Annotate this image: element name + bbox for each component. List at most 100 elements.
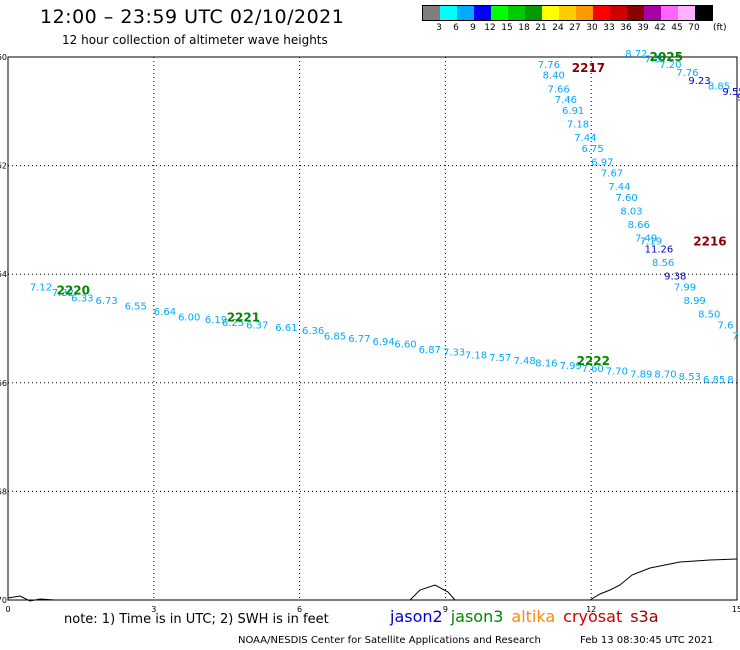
wave-height-label: 6.36 bbox=[302, 326, 324, 337]
wave-height-label: 8 bbox=[727, 375, 733, 386]
wave-height-label: 6.85 bbox=[703, 375, 725, 386]
mission-legend: jason2 jason3 altika cryosat s3a bbox=[390, 607, 667, 626]
wave-height-label: 7.76 bbox=[538, 60, 560, 71]
wave-height-label: 6.61 bbox=[275, 323, 297, 334]
wave-height-label: 8.53 bbox=[679, 372, 701, 383]
wave-height-label: 9.55 bbox=[722, 87, 740, 98]
wave-height-label: 7.12 bbox=[30, 282, 52, 293]
wave-height-label: 6.25 bbox=[222, 318, 244, 329]
wave-height-label: 8.85 bbox=[708, 82, 730, 93]
legend-label: 12 bbox=[484, 23, 496, 33]
timestamp-text: Feb 13 08:30:45 UTC 2021 bbox=[580, 635, 714, 646]
wave-height-label: 6.33 bbox=[71, 293, 93, 304]
y-tick-label: -70 bbox=[0, 596, 7, 605]
mission-s3a: s3a bbox=[630, 607, 659, 626]
wave-height-label: 11.26 bbox=[645, 244, 674, 255]
wave-height-label: 7.76 bbox=[676, 68, 698, 79]
mission-jason3: jason3 bbox=[450, 607, 504, 626]
wave-height-label: 8.56 bbox=[652, 258, 674, 269]
footer-note: note: 1) Time is in UTC; 2) SWH is in fe… bbox=[64, 612, 329, 627]
legend-swatch bbox=[423, 6, 440, 20]
credit-text: NOAA/NESDIS Center for Satellite Applica… bbox=[238, 635, 541, 646]
wave-height-label: 6.37 bbox=[246, 321, 268, 332]
wave-height-label: 6.73 bbox=[95, 296, 117, 307]
legend-unit: (ft) bbox=[713, 23, 727, 33]
legend-label: 27 bbox=[569, 23, 581, 33]
wave-height-label: 6.87 bbox=[419, 345, 441, 356]
legend-swatch bbox=[627, 6, 644, 20]
wave-height-label: 8.99 bbox=[684, 296, 706, 307]
track-label: 2217 bbox=[572, 61, 605, 75]
wave-height-label: 6.64 bbox=[154, 307, 176, 318]
x-tick-label: 15 bbox=[732, 605, 740, 614]
legend-swatch bbox=[440, 6, 457, 20]
wave-height-label: 6.94 bbox=[373, 337, 395, 348]
wave-height-label: 6.97 bbox=[591, 158, 613, 169]
wave-height-label: 9.23 bbox=[688, 76, 710, 87]
legend-swatch bbox=[508, 6, 525, 20]
wave-height-label: 7.20 bbox=[659, 60, 681, 71]
legend-label: 18 bbox=[518, 23, 530, 33]
wave-height-label: 7 bbox=[732, 331, 738, 342]
page-subtitle: 12 hour collection of altimeter wave hei… bbox=[62, 33, 328, 47]
y-tick-label: -68 bbox=[0, 487, 7, 496]
legend-label: 36 bbox=[620, 23, 632, 33]
wave-height-label: 8.70 bbox=[654, 369, 676, 380]
wave-height-label: 7.46 bbox=[555, 95, 577, 106]
wave-height-label: 7.18 bbox=[567, 120, 589, 131]
track-label: 2025 bbox=[650, 50, 683, 64]
legend-swatch bbox=[576, 6, 593, 20]
legend-swatch bbox=[474, 6, 491, 20]
mission-jason2: jason2 bbox=[390, 607, 443, 626]
map-frame bbox=[7, 56, 738, 601]
legend-labels: 3 6 9 12 15 18 21 24 27 30 33 36 39 42 45 70 (ft) bbox=[422, 21, 726, 35]
wave-height-label: 7.44 bbox=[608, 182, 630, 193]
wave-height-label: 8.40 bbox=[543, 71, 565, 82]
x-tick-label: 0 bbox=[5, 605, 10, 614]
track-label: 2216 bbox=[693, 235, 726, 249]
legend-label: 9 bbox=[470, 23, 476, 33]
x-tick-label: 9 bbox=[443, 605, 448, 614]
wave-height-label: 7.60 bbox=[616, 193, 638, 204]
mission-cryosat: cryosat bbox=[563, 607, 623, 626]
legend-swatch bbox=[457, 6, 474, 20]
legend-swatch bbox=[678, 6, 695, 20]
wave-height-label: 7.60 bbox=[581, 364, 603, 375]
track-label: 2221 bbox=[227, 311, 260, 325]
legend-label: 21 bbox=[535, 23, 547, 33]
wave-height-label: 7.57 bbox=[645, 54, 667, 65]
wave-height-label: 7.32 bbox=[52, 288, 74, 299]
legend-swatches bbox=[422, 5, 713, 21]
wave-height-label: 7.48 bbox=[513, 356, 535, 367]
legend-label: 15 bbox=[501, 23, 513, 33]
legend-label: 39 bbox=[637, 23, 649, 33]
wave-height-label: 7.49 bbox=[635, 234, 657, 245]
wave-height-label: 7.66 bbox=[547, 84, 569, 95]
legend-swatch bbox=[559, 6, 576, 20]
wave-height-label: 7.70 bbox=[606, 367, 628, 378]
wave-height-label: 7.57 bbox=[489, 353, 511, 364]
wave-height-label: 9.38 bbox=[664, 272, 686, 283]
legend-swatch bbox=[491, 6, 508, 20]
wave-height-label: 8.16 bbox=[535, 359, 557, 370]
wave-height-label: 7.99 bbox=[674, 282, 696, 293]
wave-height-label: 6.00 bbox=[178, 312, 200, 323]
legend-swatch bbox=[610, 6, 627, 20]
wave-height-label: 6.19 bbox=[205, 315, 227, 326]
wave-height-label: 6.60 bbox=[394, 340, 416, 351]
legend-label: 6 bbox=[453, 23, 459, 33]
legend-swatch bbox=[593, 6, 610, 20]
track-label: 2222 bbox=[577, 354, 610, 368]
wave-height-label: 7.18 bbox=[465, 350, 487, 361]
wave-height-label: 6.85 bbox=[324, 331, 346, 342]
track-label: 2220 bbox=[57, 283, 90, 297]
wave-height-label: 7.99 bbox=[560, 361, 582, 372]
x-tick-label: 3 bbox=[151, 605, 156, 614]
legend-label: 33 bbox=[603, 23, 615, 33]
legend-swatch bbox=[644, 6, 661, 20]
wave-height-label: 6.55 bbox=[125, 301, 147, 312]
wave-height-label: 7.6 bbox=[718, 321, 734, 332]
page-title: 12:00 – 23:59 UTC 02/10/2021 bbox=[40, 6, 345, 28]
wave-height-label: 7.44 bbox=[574, 133, 596, 144]
